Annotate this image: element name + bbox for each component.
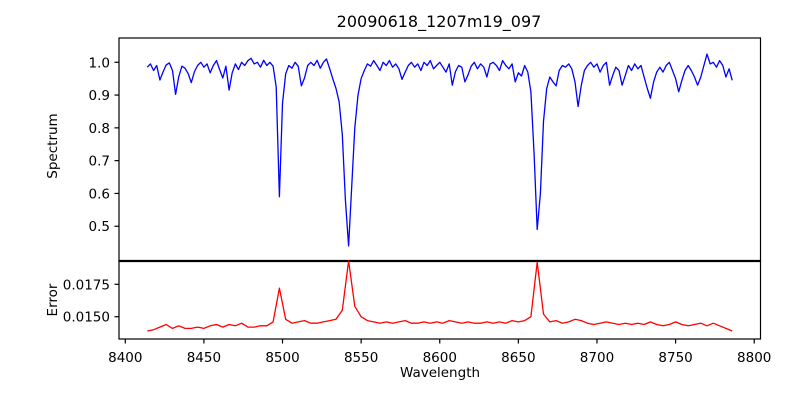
xtick-label: 8700 xyxy=(580,350,614,366)
spectrum-ytick-label: 1.0 xyxy=(89,55,110,71)
xtick-label: 8450 xyxy=(187,350,221,366)
spectrum-plot-area xyxy=(118,37,762,262)
chart-title: 20090618_1207m19_097 xyxy=(337,12,542,32)
xtick-label: 8400 xyxy=(108,350,142,366)
spectrum-ylabel: Spectrum xyxy=(45,113,61,178)
spectrum-line xyxy=(146,53,733,247)
xtick-label: 8500 xyxy=(265,350,299,366)
error-ytick-group: 0.0175 0.0150 xyxy=(63,277,119,326)
error-ytick-label: 0.0175 xyxy=(63,277,110,293)
spectrum-ytick-label: 0.9 xyxy=(89,88,110,104)
spectrum-ytick-label: 0.7 xyxy=(89,154,110,170)
xtick-label: 8600 xyxy=(423,350,457,366)
xtick-label: 8650 xyxy=(501,350,535,366)
error-subplot: 0.0175 0.0150 8400 8450 8500 8550 8600 8650 870… xyxy=(45,259,771,381)
x-axis-label: Wavelength xyxy=(400,365,480,381)
error-plot-area xyxy=(118,260,762,340)
xtick-group: 8400 8450 8500 8550 8600 8650 8700 8750 8800 xyxy=(108,339,771,366)
xtick-label: 8750 xyxy=(658,350,692,366)
xtick-label: 8550 xyxy=(344,350,378,366)
error-ylabel: Error xyxy=(45,283,61,316)
error-line xyxy=(147,260,733,332)
spectrum-ytick-label: 0.5 xyxy=(89,219,110,235)
spectrum-ytick-label: 0.6 xyxy=(89,186,110,202)
spectrum-ytick-group: 1.0 0.9 0.8 0.7 0.6 0.5 xyxy=(89,55,119,235)
xtick-label: 8800 xyxy=(737,350,771,366)
spectrum-subplot: 1.0 0.9 0.8 0.7 0.6 0.5 Spectrum xyxy=(45,37,762,262)
error-ytick-label: 0.0150 xyxy=(63,310,110,326)
spectrum-ytick-label: 0.8 xyxy=(89,121,110,137)
